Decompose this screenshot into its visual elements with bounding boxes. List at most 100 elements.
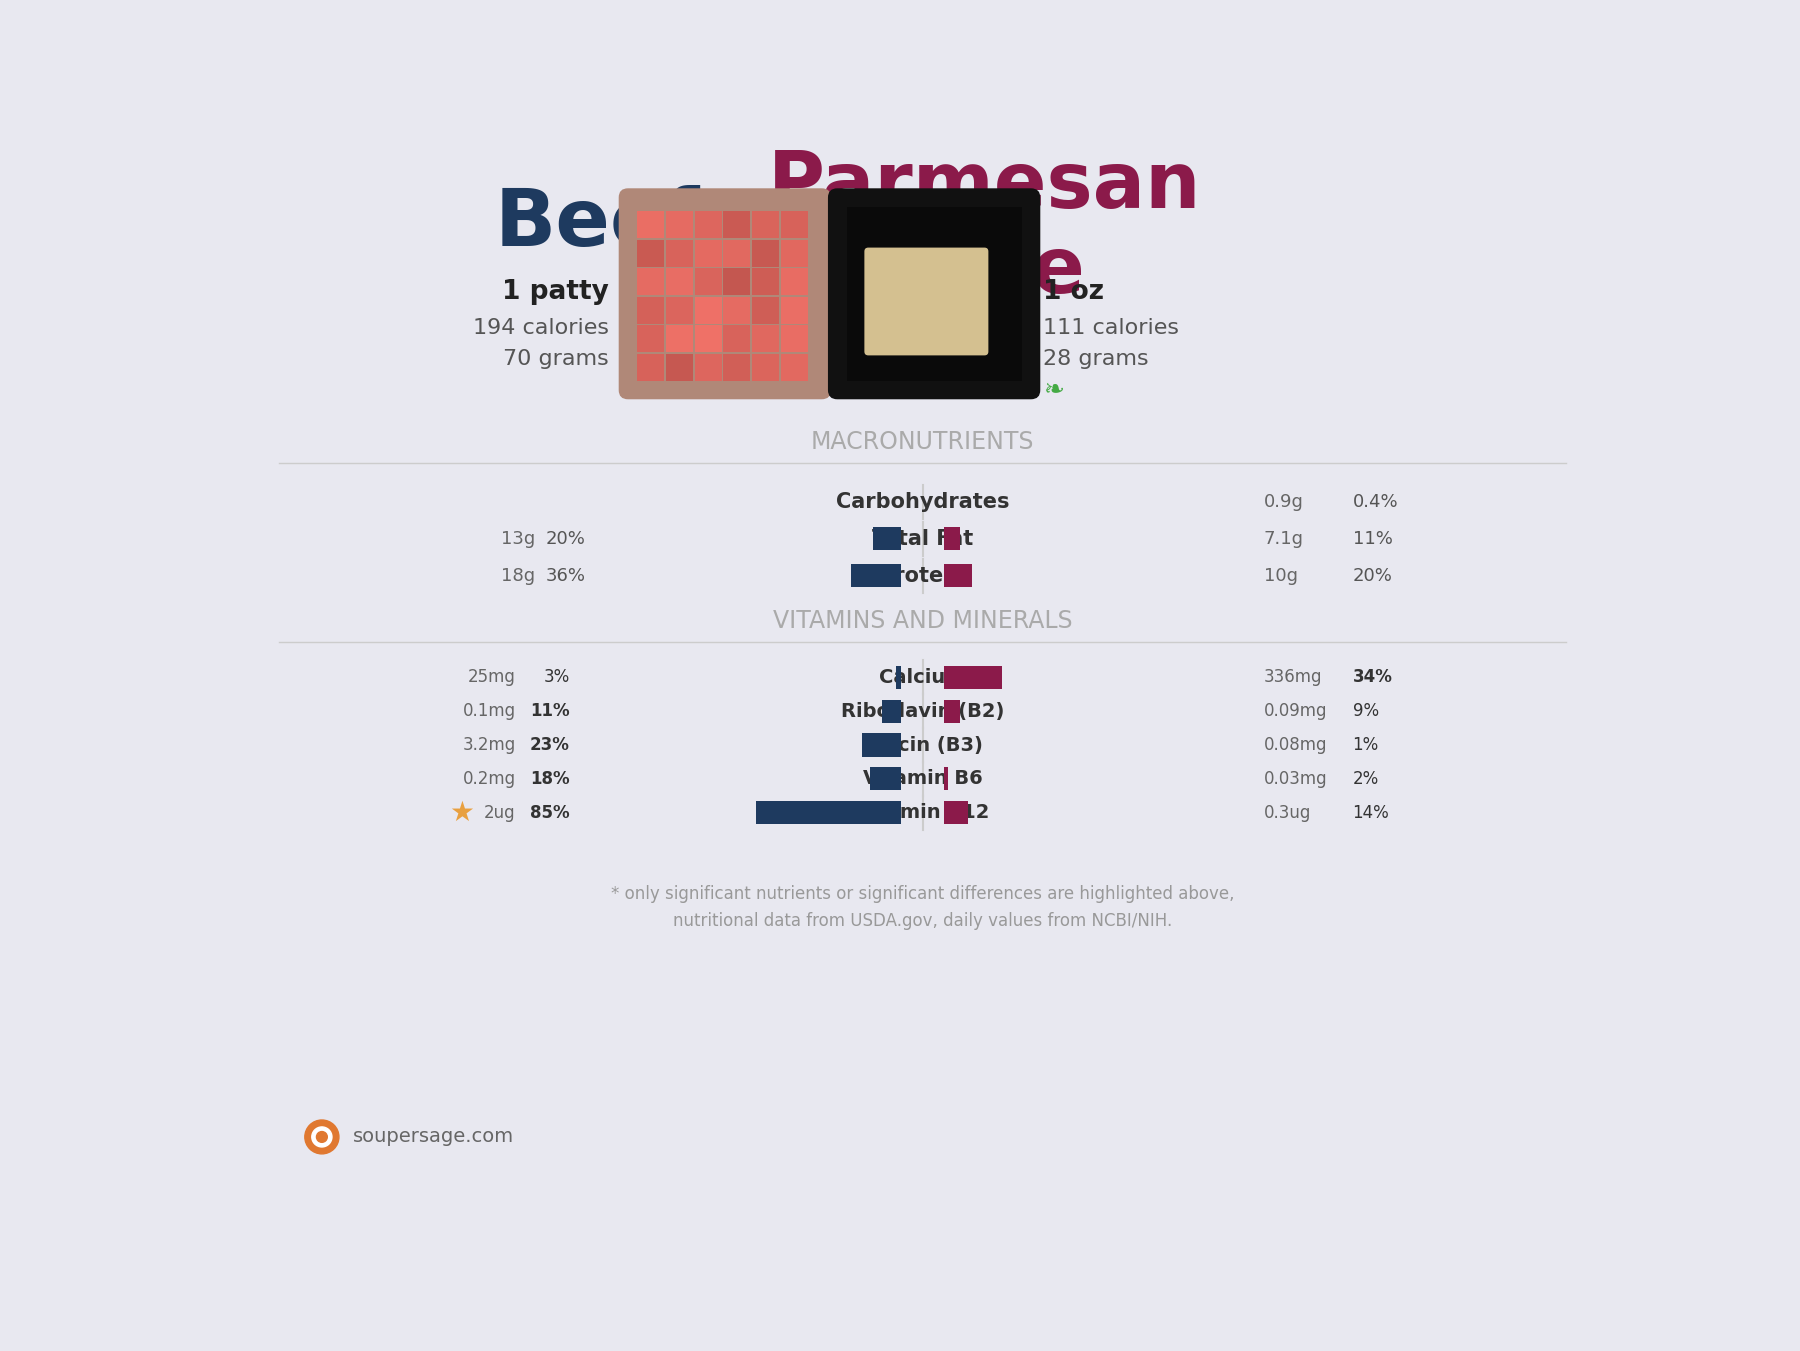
Bar: [637, 326, 664, 353]
Bar: [695, 297, 722, 324]
Text: 0.08mg: 0.08mg: [1264, 736, 1327, 754]
FancyBboxPatch shape: [619, 188, 832, 400]
Text: 3.2mg: 3.2mg: [463, 736, 515, 754]
Text: 194 calories: 194 calories: [473, 319, 608, 339]
Text: 18g: 18g: [500, 566, 535, 585]
Bar: [882, 700, 900, 723]
Bar: [781, 211, 808, 238]
Bar: [752, 297, 779, 324]
Text: 28 grams: 28 grams: [1042, 350, 1148, 369]
Text: 0.4%: 0.4%: [1352, 493, 1399, 511]
Bar: [724, 354, 751, 381]
Text: 9%: 9%: [1352, 703, 1379, 720]
Text: 20%: 20%: [1352, 566, 1393, 585]
Bar: [945, 565, 972, 588]
Text: 0.1mg: 0.1mg: [463, 703, 515, 720]
Text: ★: ★: [448, 798, 473, 827]
Bar: [896, 666, 900, 689]
Bar: [752, 269, 779, 296]
Bar: [873, 527, 900, 550]
Bar: [637, 354, 664, 381]
Bar: [724, 211, 751, 238]
Bar: [846, 207, 1022, 381]
Bar: [945, 700, 959, 723]
Text: 10g: 10g: [1264, 566, 1298, 585]
Bar: [724, 297, 751, 324]
Bar: [781, 240, 808, 267]
Bar: [752, 326, 779, 353]
Bar: [781, 354, 808, 381]
Text: Riboflavin (B2): Riboflavin (B2): [841, 701, 1004, 720]
Text: 1 oz: 1 oz: [1042, 280, 1103, 305]
Text: 70 grams: 70 grams: [502, 350, 608, 369]
Circle shape: [317, 1132, 328, 1143]
Bar: [756, 801, 900, 824]
Text: 20%: 20%: [545, 530, 585, 547]
Circle shape: [304, 1120, 338, 1154]
Bar: [666, 269, 693, 296]
Text: Vitamin B6: Vitamin B6: [862, 769, 983, 789]
Bar: [666, 211, 693, 238]
Bar: [781, 326, 808, 353]
Bar: [781, 297, 808, 324]
Bar: [851, 565, 900, 588]
Bar: [724, 326, 751, 353]
Circle shape: [311, 1127, 331, 1147]
Bar: [752, 354, 779, 381]
Bar: [752, 240, 779, 267]
Text: vs.: vs.: [722, 204, 781, 246]
Bar: [695, 240, 722, 267]
Bar: [695, 354, 722, 381]
Bar: [724, 269, 751, 296]
Text: 0.03mg: 0.03mg: [1264, 770, 1327, 788]
Text: 0.3ug: 0.3ug: [1264, 804, 1310, 821]
Text: 0.09mg: 0.09mg: [1264, 703, 1327, 720]
Text: 13g: 13g: [500, 530, 535, 547]
Text: MACRONUTRIENTS: MACRONUTRIENTS: [810, 430, 1035, 454]
Bar: [695, 269, 722, 296]
Text: 18%: 18%: [531, 770, 571, 788]
Text: soupersage.com: soupersage.com: [353, 1128, 515, 1147]
Bar: [695, 326, 722, 353]
Bar: [781, 269, 808, 296]
Text: 25mg: 25mg: [468, 669, 515, 686]
Text: * only significant nutrients or significant differences are highlighted above,: * only significant nutrients or signific…: [610, 885, 1235, 904]
Bar: [945, 666, 1003, 689]
Text: 85%: 85%: [531, 804, 571, 821]
Text: 36%: 36%: [545, 566, 585, 585]
Text: 2ug: 2ug: [484, 804, 515, 821]
Bar: [752, 211, 779, 238]
Bar: [637, 269, 664, 296]
Text: Vitamin B12: Vitamin B12: [855, 804, 990, 823]
Bar: [945, 801, 968, 824]
Text: 34%: 34%: [1352, 669, 1393, 686]
Text: 11%: 11%: [531, 703, 571, 720]
FancyBboxPatch shape: [864, 247, 988, 355]
Text: 0.2mg: 0.2mg: [463, 770, 515, 788]
Text: Carbohydrates: Carbohydrates: [835, 492, 1010, 512]
Bar: [637, 211, 664, 238]
Text: 1%: 1%: [1352, 736, 1379, 754]
FancyBboxPatch shape: [828, 188, 1040, 400]
Text: 111 calories: 111 calories: [1042, 319, 1179, 339]
Bar: [666, 240, 693, 267]
Bar: [869, 767, 900, 790]
Text: 3%: 3%: [544, 669, 571, 686]
Text: Niacin (B3): Niacin (B3): [862, 735, 983, 754]
Text: 14%: 14%: [1352, 804, 1390, 821]
Text: Total Fat: Total Fat: [871, 528, 974, 549]
Text: ❧: ❧: [1042, 378, 1064, 403]
Bar: [724, 240, 751, 267]
Text: 336mg: 336mg: [1264, 669, 1321, 686]
Bar: [637, 297, 664, 324]
Text: 11%: 11%: [1352, 530, 1393, 547]
Bar: [666, 354, 693, 381]
Text: Calcium: Calcium: [878, 667, 967, 686]
Text: Protein: Protein: [880, 566, 965, 585]
Bar: [695, 211, 722, 238]
Bar: [945, 767, 947, 790]
Bar: [666, 297, 693, 324]
Text: 1 patty: 1 patty: [502, 280, 608, 305]
Text: Beef: Beef: [495, 185, 700, 263]
Text: 0.9g: 0.9g: [1264, 493, 1303, 511]
